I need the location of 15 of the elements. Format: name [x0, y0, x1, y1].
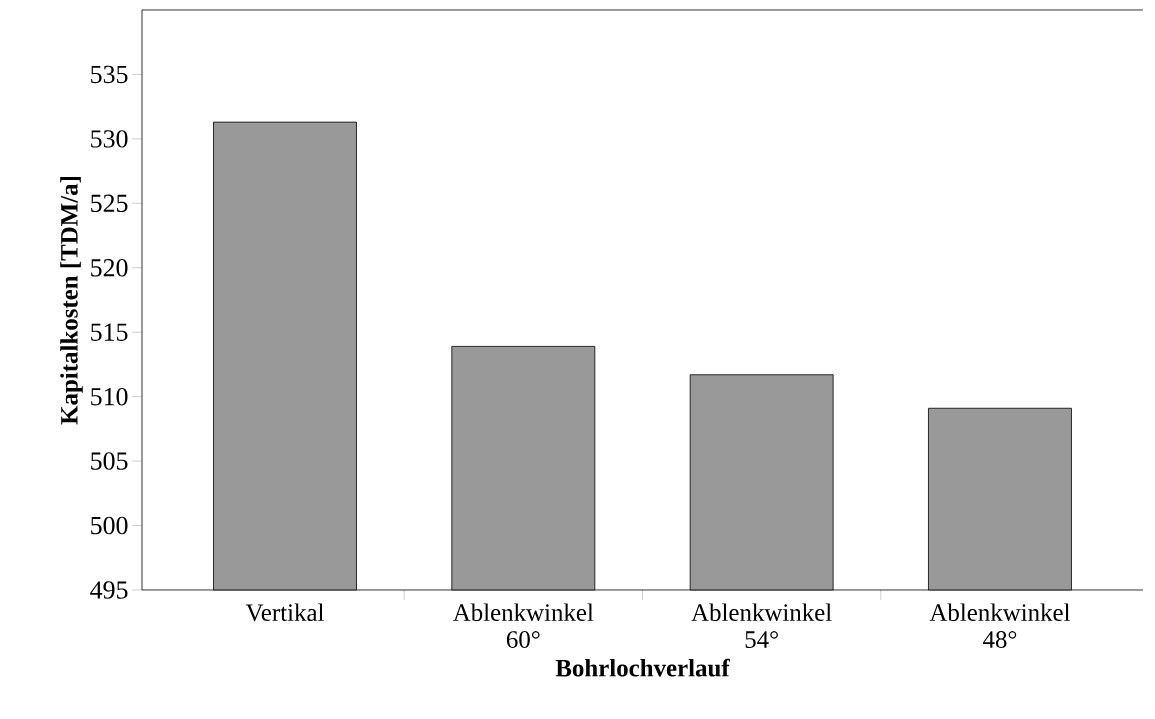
y-tick-label: 525 — [91, 194, 128, 213]
y-tick-label: 505 — [91, 452, 128, 470]
x-tick-label: Ablenkwinkel 54° — [691, 603, 832, 648]
y-tick-label: 495 — [90, 581, 128, 599]
y-tick-label: 520 — [91, 259, 128, 277]
x-tick-label: Ablenkwinkel 48° — [929, 603, 1071, 648]
y-tick-label: 500 — [91, 516, 128, 535]
x-tick-label: Ablenkwinkel 60° — [453, 603, 594, 648]
y-tick-label: 510 — [91, 387, 128, 406]
x-axis-title: Bohrlochverlauf — [555, 658, 730, 677]
y-axis-title: Kapitalkosten [TDM/a] — [60, 176, 83, 425]
y-tick-label: 515 — [91, 323, 128, 341]
y-tick-label: 535 — [91, 65, 128, 84]
y-tick-label: 530 — [91, 130, 128, 148]
x-tick-label: Vertikal — [245, 603, 324, 622]
